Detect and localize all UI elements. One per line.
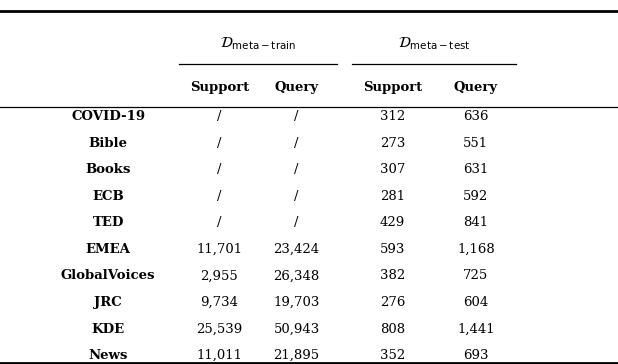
Text: 23,424: 23,424 [274,243,320,256]
Text: 693: 693 [463,349,489,362]
Text: 352: 352 [380,349,405,362]
Text: 382: 382 [380,269,405,282]
Text: 276: 276 [379,296,405,309]
Text: 312: 312 [380,110,405,123]
Text: 50,943: 50,943 [274,323,320,336]
Text: /: / [294,163,299,176]
Text: Support: Support [363,81,422,94]
Text: 551: 551 [464,136,488,150]
Text: 11,011: 11,011 [197,349,242,362]
Text: /: / [294,190,299,203]
Text: Support: Support [190,81,249,94]
Text: 725: 725 [464,269,488,282]
Text: /: / [217,136,222,150]
Text: 11,701: 11,701 [197,243,242,256]
Text: $\mathcal{D}_{\mathrm{meta-test}}$: $\mathcal{D}_{\mathrm{meta-test}}$ [398,35,470,52]
Text: GlobalVoices: GlobalVoices [61,269,155,282]
Text: Bible: Bible [88,136,128,150]
Text: 1,168: 1,168 [457,243,495,256]
Text: 9,734: 9,734 [200,296,239,309]
Text: /: / [294,110,299,123]
Text: /: / [217,110,222,123]
Text: KDE: KDE [91,323,125,336]
Text: $\mathcal{D}_{\mathrm{meta-train}}$: $\mathcal{D}_{\mathrm{meta-train}}$ [220,35,296,52]
Text: 1,441: 1,441 [457,323,494,336]
Text: 636: 636 [463,110,489,123]
Text: 592: 592 [464,190,488,203]
Text: 841: 841 [464,216,488,229]
Text: /: / [217,216,222,229]
Text: Query: Query [454,81,498,94]
Text: /: / [294,136,299,150]
Text: News: News [88,349,128,362]
Text: EMEA: EMEA [86,243,130,256]
Text: COVID-19: COVID-19 [71,110,145,123]
Text: 21,895: 21,895 [274,349,320,362]
Text: 631: 631 [463,163,489,176]
Text: 19,703: 19,703 [273,296,320,309]
Text: 2,955: 2,955 [200,269,239,282]
Text: /: / [294,216,299,229]
Text: 808: 808 [380,323,405,336]
Text: 26,348: 26,348 [274,269,320,282]
Text: 429: 429 [380,216,405,229]
Text: Books: Books [85,163,131,176]
Text: JRC: JRC [95,296,122,309]
Text: Query: Query [274,81,319,94]
Text: /: / [217,163,222,176]
Text: /: / [217,190,222,203]
Text: 25,539: 25,539 [197,323,242,336]
Text: ECB: ECB [92,190,124,203]
Text: 281: 281 [380,190,405,203]
Text: 593: 593 [379,243,405,256]
Text: TED: TED [93,216,124,229]
Text: 604: 604 [464,296,488,309]
Text: 273: 273 [379,136,405,150]
Text: 307: 307 [379,163,405,176]
